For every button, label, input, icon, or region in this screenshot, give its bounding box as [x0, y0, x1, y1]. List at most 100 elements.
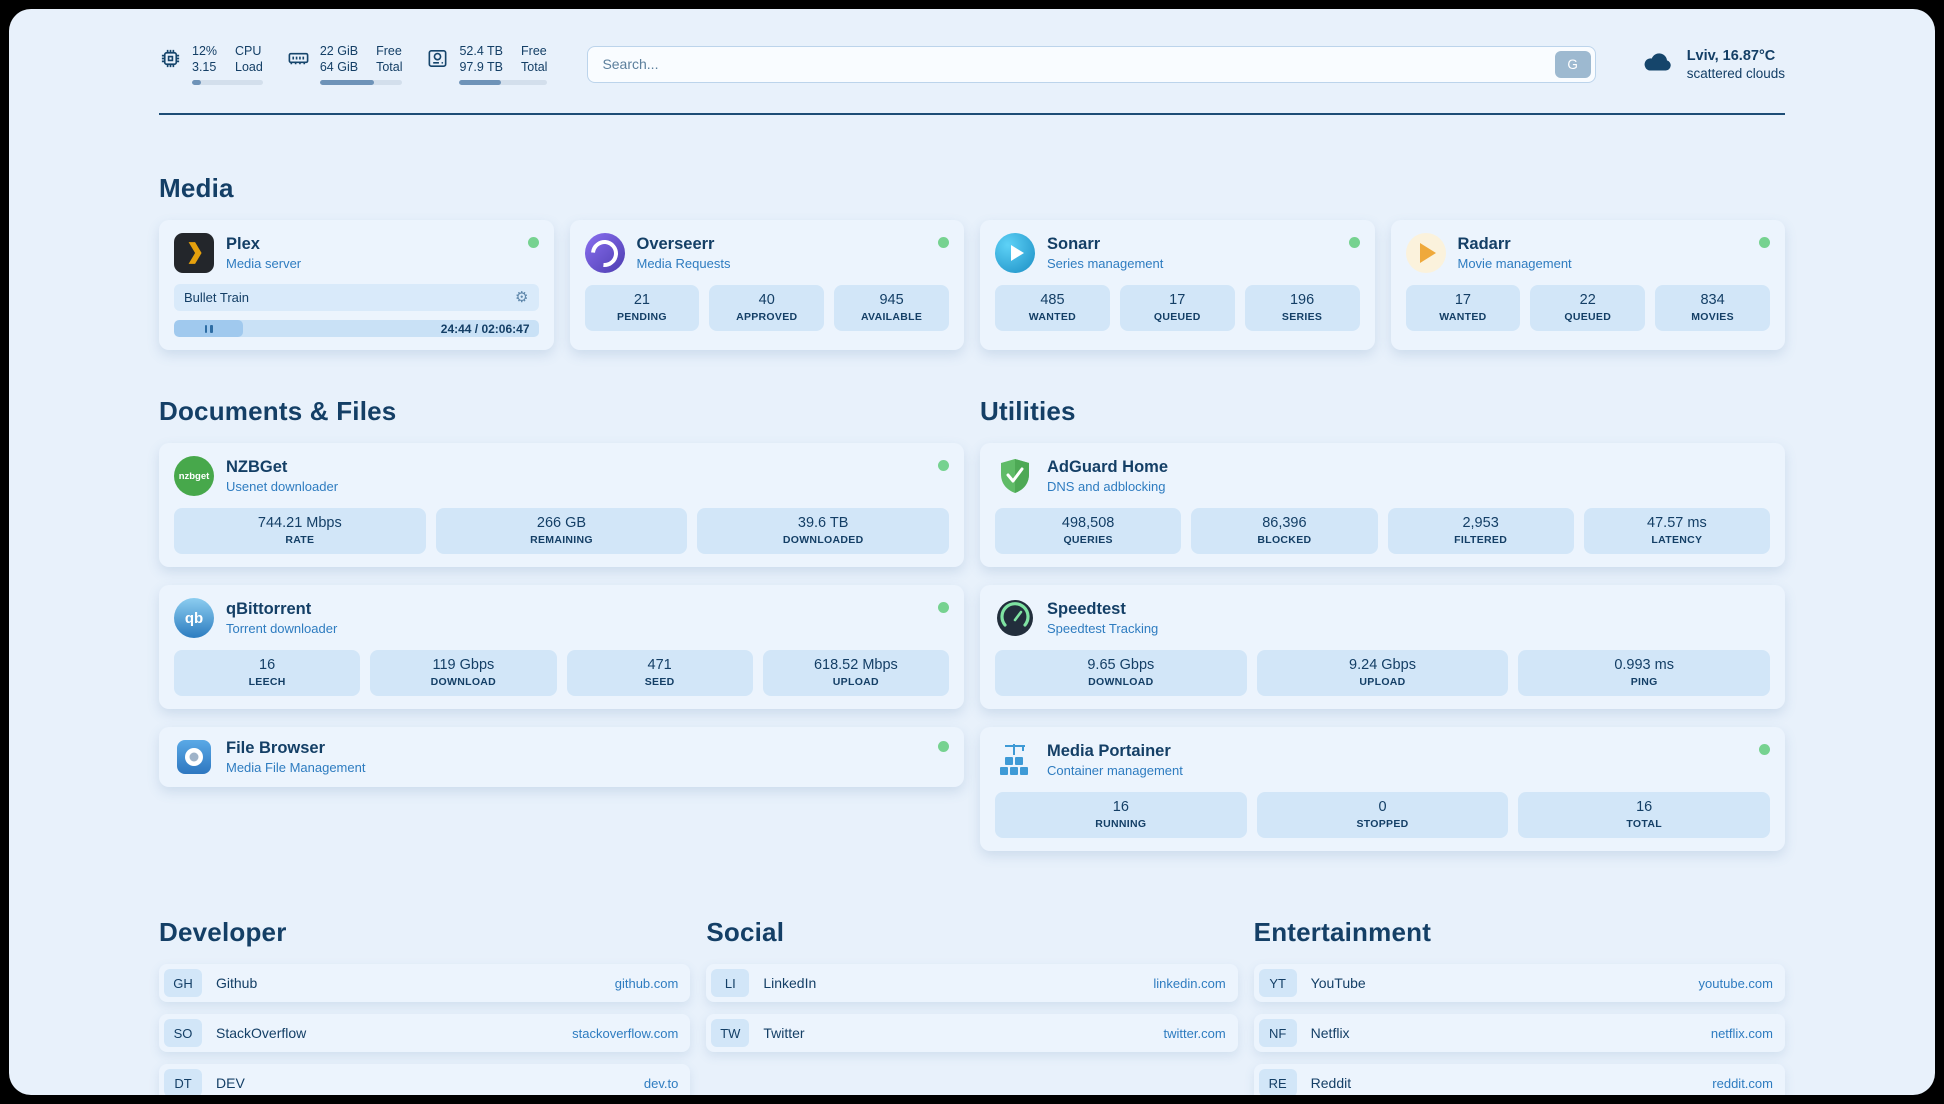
bookmark-abbr: NF — [1258, 1019, 1297, 1047]
stat-label: SERIES — [1281, 311, 1323, 323]
app-title: Media Portainer — [1047, 742, 1171, 760]
bookmark-url: linkedin.com — [1153, 975, 1226, 991]
bookmark-netflix[interactable]: NF Netflix netflix.com — [1253, 1014, 1785, 1052]
storage-total-value: 97.9 TB — [459, 60, 504, 74]
plex-card[interactable]: Plex Media server Bullet Train ⚙ — [159, 220, 554, 350]
app-title: Speedtest — [1047, 600, 1126, 618]
portainer-icon — [995, 740, 1035, 780]
bookmark-url: twitter.com — [1163, 1025, 1226, 1041]
stat-label: QUEUED — [1564, 311, 1612, 323]
playback-time: 24:44 / 02:06:47 — [440, 321, 530, 336]
storage-metric: 52.4 TB Free 97.9 TB Total — [426, 43, 548, 85]
stat-label: AVAILABLE — [860, 311, 923, 323]
developer-heading: Developer — [159, 917, 287, 947]
overseerr-card[interactable]: Overseerr Media Requests 21 PENDING 40 A… — [569, 220, 964, 350]
stat-label: APPROVED — [736, 311, 798, 323]
bookmark-stackoverflow[interactable]: SO StackOverflow stackoverflow.com — [159, 1014, 691, 1052]
stat-value: 40 — [758, 292, 775, 308]
status-dot — [1759, 744, 1770, 755]
bookmark-name: Github — [216, 975, 258, 991]
app-subtitle: Media File Management — [226, 760, 366, 775]
stat-tile: 9.24 Gbps UPLOAD — [1256, 650, 1509, 696]
app-subtitle: Series management — [1047, 256, 1164, 271]
media-section-heading: Media — [159, 173, 234, 203]
stat-tile: 266 GB REMAINING — [435, 508, 688, 554]
dashboard-root: 12% CPU 3.15 Load — [9, 9, 1935, 1095]
storage-icon — [426, 47, 449, 85]
documents-section-heading: Documents & Files — [159, 396, 397, 426]
stat-value: 2,953 — [1462, 515, 1499, 531]
bookmark-youtube[interactable]: YT YouTube youtube.com — [1253, 964, 1785, 1002]
stat-tile: 485 WANTED — [995, 285, 1110, 331]
app-subtitle: Media server — [226, 256, 302, 271]
bookmark-reddit[interactable]: RE Reddit reddit.com — [1253, 1064, 1785, 1095]
bookmark-name: StackOverflow — [216, 1025, 307, 1041]
status-dot — [1348, 237, 1360, 248]
bookmark-url: github.com — [614, 975, 679, 991]
social-bookmarks: Social LI LinkedIn linkedin.com TW Twitt… — [706, 917, 1238, 1052]
radarr-icon — [1405, 233, 1446, 273]
speedtest-card[interactable]: Speedtest Speedtest Tracking 9.65 Gbps D… — [980, 585, 1785, 709]
memory-free-label: Free — [376, 44, 402, 58]
app-title: Overseerr — [636, 235, 715, 253]
stat-label: DOWNLOADED — [782, 534, 864, 546]
weather-widget: Lviv, 16.87°C scattered clouds — [1640, 48, 1785, 81]
stat-value: 498,508 — [1061, 515, 1115, 531]
bookmark-github[interactable]: GH Github github.com — [159, 964, 691, 1002]
stat-label: TOTAL — [1626, 818, 1662, 830]
app-subtitle: DNS and adblocking — [1047, 479, 1166, 494]
stat-tile: 16 TOTAL — [1518, 792, 1770, 838]
stat-value: 0.993 ms — [1614, 657, 1674, 673]
stat-tile: 17 WANTED — [1405, 285, 1521, 331]
status-dot — [938, 602, 949, 613]
stat-label: PENDING — [616, 311, 667, 323]
stat-label: DOWNLOAD — [1088, 676, 1154, 688]
stat-tile: 39.6 TB DOWNLOADED — [697, 508, 949, 554]
sonarr-card[interactable]: Sonarr Series management 485 WANTED 17 Q… — [980, 220, 1375, 350]
playback-progress-bar: 24:44 / 02:06:47 — [174, 320, 539, 337]
nzbget-card[interactable]: nzbget NZBGet Usenet downloader 744.21 M… — [159, 443, 964, 567]
qbittorrent-card[interactable]: qb qBittorrent Torrent downloader 16 LEE… — [159, 585, 964, 709]
memory-total-value: 64 GiB — [319, 60, 359, 74]
stat-tile: 196 SERIES — [1244, 285, 1360, 331]
status-dot — [527, 237, 539, 248]
utilities-section: Utilities — [980, 396, 1785, 851]
stat-value: 86,396 — [1262, 515, 1307, 531]
app-title: Radarr — [1457, 235, 1511, 253]
filebrowser-card[interactable]: File Browser Media File Management — [159, 727, 964, 787]
stat-tile: 744.21 Mbps RATE — [174, 508, 426, 554]
storage-free-value: 52.4 TB — [459, 44, 504, 58]
app-subtitle: Torrent downloader — [226, 621, 338, 636]
portainer-card[interactable]: Media Portainer Container management 16 … — [980, 727, 1785, 851]
search-engine-button[interactable]: G — [1554, 50, 1591, 78]
status-dot — [938, 460, 949, 471]
media-section: Media Plex Media server — [159, 173, 1785, 350]
bookmark-name: LinkedIn — [763, 975, 817, 991]
app-subtitle: Movie management — [1457, 256, 1572, 271]
bookmark-name: Netflix — [1310, 1025, 1350, 1041]
stat-tile: 0 STOPPED — [1256, 792, 1509, 838]
speedtest-icon — [995, 598, 1035, 638]
bookmark-url: netflix.com — [1710, 1025, 1773, 1041]
topbar: 12% CPU 3.15 Load — [159, 43, 1785, 85]
gear-icon[interactable]: ⚙ — [515, 289, 529, 306]
radarr-card[interactable]: Radarr Movie management 17 WANTED 22 QUE… — [1390, 220, 1785, 350]
stat-value: 16 — [259, 657, 276, 673]
weather-condition: scattered clouds — [1686, 65, 1785, 81]
memory-progress-bar — [319, 80, 403, 85]
bookmark-url: stackoverflow.com — [572, 1025, 679, 1041]
developer-bookmarks: Developer GH Github github.com SO StackO… — [159, 917, 691, 1095]
stat-label: RUNNING — [1095, 818, 1147, 830]
search-input[interactable] — [587, 45, 1596, 83]
stat-value: 22 — [1579, 292, 1596, 308]
bookmark-abbr: DT — [164, 1069, 202, 1095]
stat-label: LEECH — [248, 676, 286, 688]
cpu-progress-bar — [192, 80, 263, 85]
stat-label: REMAINING — [530, 534, 593, 546]
bookmark-twitter[interactable]: TW Twitter twitter.com — [706, 1014, 1238, 1052]
bookmark-linkedin[interactable]: LI LinkedIn linkedin.com — [706, 964, 1238, 1002]
adguard-card[interactable]: AdGuard Home DNS and adblocking 498,508 … — [980, 443, 1785, 567]
stat-value: 744.21 Mbps — [257, 515, 342, 531]
storage-free-label: Free — [521, 44, 547, 58]
bookmark-dev[interactable]: DT DEV dev.to — [159, 1064, 691, 1095]
